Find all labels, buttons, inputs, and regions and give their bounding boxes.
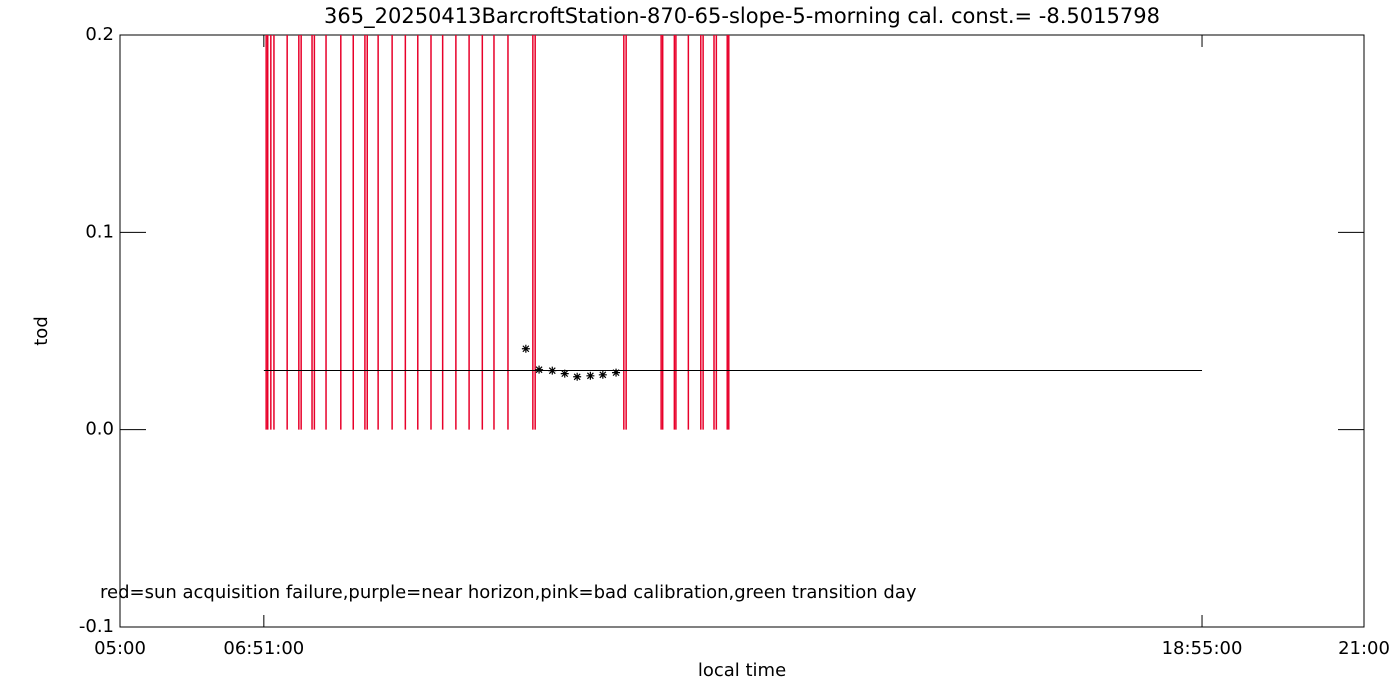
y-axis-label: tod [31,316,52,346]
point [586,371,595,380]
point [612,368,621,377]
point [535,365,544,374]
x-axis-label: local time [698,660,786,681]
x-tick-label: 06:51:00 [223,638,304,659]
point [573,372,582,381]
y-tick-label: 0.1 [85,221,114,242]
plot-frame [119,34,1365,628]
x-tick-label: 21:00 [1338,638,1390,659]
x-tick-label: 18:55:00 [1162,638,1243,659]
x-tick-label: 05:00 [94,638,146,659]
point [548,366,557,375]
point [560,369,569,378]
chart-title: 365_20250413BarcroftStation-870-65-slope… [324,4,1160,29]
y-tick-label: 0.2 [85,24,114,45]
y-tick-label: -0.1 [79,616,114,637]
annotation: red=sun acquisition failure,purple=near … [100,582,917,603]
point [521,344,530,353]
point [598,370,607,379]
y-tick-label: 0.0 [85,419,114,440]
